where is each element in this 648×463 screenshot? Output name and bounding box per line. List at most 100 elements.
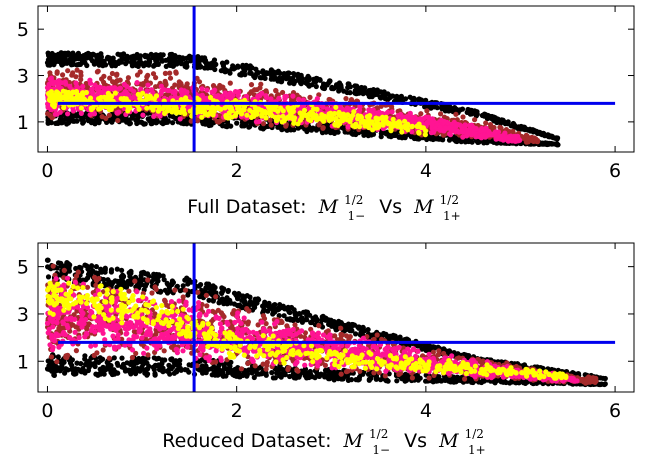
- scatter-point: [437, 124, 443, 130]
- scatter-point: [80, 92, 86, 98]
- scatter-point: [144, 74, 150, 80]
- scatter-point: [153, 75, 159, 81]
- scatter-point: [379, 130, 385, 136]
- scatter-point: [344, 89, 350, 96]
- scatter-point: [78, 110, 84, 116]
- scatter-point: [251, 109, 257, 115]
- scatter-point: [186, 362, 192, 368]
- scatter-point: [162, 70, 168, 76]
- scatter-point: [409, 123, 415, 129]
- scatter-point: [144, 105, 150, 111]
- scatter-point: [549, 141, 555, 147]
- scatter-point: [89, 86, 95, 92]
- scatter-point: [221, 68, 227, 74]
- scatter-point: [137, 368, 143, 374]
- scatter-point: [68, 62, 75, 68]
- scatter-point: [123, 60, 129, 66]
- scatter-point: [516, 125, 522, 131]
- scatter-point: [223, 113, 229, 119]
- scatter-point: [143, 97, 149, 104]
- scatter-point: [184, 89, 190, 95]
- scatter-point: [305, 82, 311, 88]
- scatter-point: [146, 57, 152, 63]
- scatter-point: [143, 93, 150, 99]
- scatter-point: [418, 111, 424, 117]
- scatter-point: [344, 117, 350, 123]
- scatter-point: [54, 89, 60, 95]
- scatter-point: [307, 94, 313, 100]
- scatter-point: [239, 111, 245, 117]
- scatter-point: [109, 85, 115, 91]
- scatter-point: [402, 135, 408, 141]
- scatter-point: [203, 61, 209, 67]
- scatter-point: [373, 125, 379, 131]
- scatter-point: [281, 313, 287, 319]
- scatter-point: [349, 130, 355, 136]
- scatter-point: [499, 117, 505, 123]
- scatter-point: [48, 75, 55, 81]
- scatter-point: [82, 60, 88, 66]
- scatter-point: [81, 53, 87, 59]
- scatter-point: [263, 93, 269, 99]
- scatter-point: [134, 80, 140, 86]
- scatter-point: [554, 141, 560, 147]
- scatter-point: [513, 138, 519, 144]
- scatter-point: [164, 280, 170, 286]
- scatter-point: [93, 118, 99, 125]
- scatter-point: [399, 129, 405, 135]
- scatter-point: [244, 112, 250, 118]
- scatter-point: [486, 128, 492, 134]
- scatter-point: [325, 126, 331, 132]
- scatter-point: [120, 117, 126, 123]
- scatter-point: [327, 97, 333, 103]
- scatter-point: [150, 71, 157, 77]
- scatter-point: [119, 355, 125, 361]
- scatter-point: [112, 90, 118, 96]
- scatter-point: [197, 64, 203, 70]
- scatter-point: [278, 105, 284, 111]
- scatter-point: [222, 90, 228, 96]
- scatter-point: [204, 87, 210, 93]
- scatter-point: [469, 122, 475, 128]
- scatter-point: [466, 107, 472, 113]
- scatter-point: [207, 110, 213, 117]
- scatter-point: [64, 60, 70, 66]
- scatter-point: [272, 103, 278, 109]
- scatter-point: [144, 61, 150, 68]
- scatter-point: [216, 105, 222, 112]
- scatter-point: [50, 52, 56, 58]
- scatter-point: [329, 116, 335, 122]
- scatter-point: [381, 119, 387, 125]
- scatter-point: [423, 97, 429, 103]
- scatter-point: [334, 84, 340, 90]
- scatter-point: [484, 115, 490, 121]
- scatter-point: [93, 264, 99, 270]
- scatter-point: [114, 72, 120, 78]
- scatter-point: [180, 55, 186, 61]
- scatter-point: [276, 95, 282, 101]
- scatter-point: [167, 75, 174, 81]
- scatter-point: [260, 303, 266, 309]
- scatter-point: [173, 60, 179, 66]
- scatter-point: [60, 72, 66, 78]
- scatter-point: [369, 94, 375, 100]
- scatter-point: [291, 120, 297, 126]
- scatter-point: [140, 112, 146, 118]
- y-tick-label: 3: [17, 66, 29, 88]
- scatter-point: [268, 67, 274, 73]
- scatter-point: [103, 104, 109, 110]
- caption-lhs-sub: 1−: [347, 209, 365, 223]
- scatter-point: [239, 70, 245, 76]
- scatter-point: [361, 88, 367, 94]
- scatter-point: [202, 105, 208, 111]
- scatter-points: [44, 50, 561, 148]
- scatter-point: [202, 65, 208, 71]
- scatter-point: [47, 89, 54, 96]
- scatter-point: [143, 78, 149, 84]
- scatter-point: [142, 121, 148, 127]
- scatter-point: [345, 85, 351, 91]
- scatter-point: [273, 88, 279, 94]
- scatter-point: [131, 88, 137, 94]
- scatter-point: [407, 114, 413, 121]
